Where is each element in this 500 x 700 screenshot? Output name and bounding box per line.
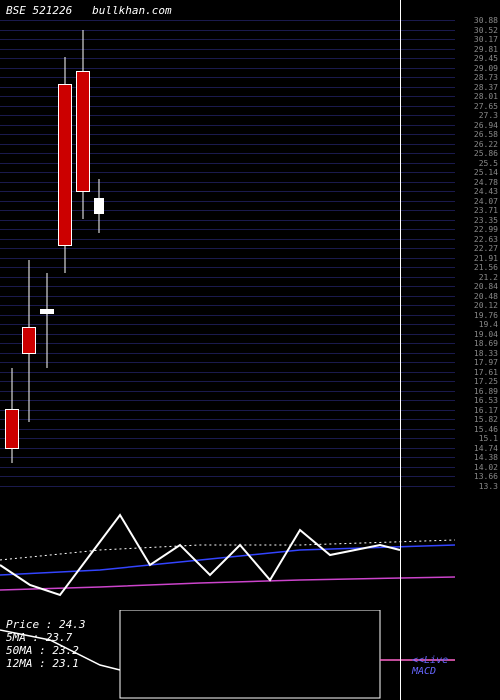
y-axis-label: 26.22 — [474, 140, 498, 149]
y-axis-label: 29.81 — [474, 45, 498, 54]
y-axis-label: 15.46 — [474, 425, 498, 434]
macd-live-text: <<Live — [412, 655, 448, 666]
symbol-label: 521226 — [33, 4, 73, 17]
y-axis-label: 13.66 — [474, 472, 498, 481]
stat-row: 12MA : 23.1 — [6, 657, 85, 670]
candle — [58, 20, 72, 495]
y-axis-label: 20.12 — [474, 301, 498, 310]
stat-row: 50MA : 23.2 — [6, 644, 85, 657]
y-axis-label: 19.04 — [474, 330, 498, 339]
y-axis-label: 18.33 — [474, 349, 498, 358]
chart-header: BSE 521226 bullkhan.com — [6, 4, 172, 17]
y-axis-label: 21.91 — [474, 254, 498, 263]
candle — [40, 20, 54, 495]
y-axis-label: 23.71 — [474, 206, 498, 215]
candle-body — [22, 327, 36, 354]
y-axis-label: 30.88 — [474, 16, 498, 25]
y-axis-label: 20.48 — [474, 292, 498, 301]
y-axis-label: 29.45 — [474, 54, 498, 63]
indicator-panel — [0, 495, 455, 610]
y-axis-label: 27.65 — [474, 102, 498, 111]
candle-body — [58, 84, 72, 246]
indicator-lines — [0, 495, 455, 610]
y-axis-label: 24.07 — [474, 197, 498, 206]
y-axis-label: 24.43 — [474, 187, 498, 196]
y-axis-label: 29.09 — [474, 64, 498, 73]
candle-body — [94, 198, 104, 214]
y-axis-label: 23.35 — [474, 216, 498, 225]
candle-body — [76, 71, 90, 193]
candle-body — [5, 409, 19, 450]
y-axis-label: 17.61 — [474, 368, 498, 377]
y-axis-label: 19.4 — [479, 320, 498, 329]
y-axis-label: 28.73 — [474, 73, 498, 82]
candle — [94, 20, 104, 495]
y-axis-label: 26.58 — [474, 130, 498, 139]
y-axis-label: 18.69 — [474, 339, 498, 348]
y-axis-label: 14.02 — [474, 463, 498, 472]
y-axis-label: 15.1 — [479, 434, 498, 443]
y-axis-label: 28.01 — [474, 92, 498, 101]
cursor-vertical-line — [400, 0, 401, 700]
y-axis-label: 25.86 — [474, 149, 498, 158]
indicator-line — [0, 545, 455, 575]
candle-wick — [47, 273, 48, 368]
y-axis-label: 22.99 — [474, 225, 498, 234]
y-axis-label: 17.97 — [474, 358, 498, 367]
y-axis-label: 24.78 — [474, 178, 498, 187]
y-axis-label: 30.17 — [474, 35, 498, 44]
y-axis: 30.8830.5230.1729.8129.4529.0928.7328.37… — [458, 20, 498, 495]
candle — [5, 20, 19, 495]
y-axis-label: 14.74 — [474, 444, 498, 453]
exchange-label: BSE — [6, 4, 26, 17]
stat-row: 5MA : 23.7 — [6, 631, 85, 644]
candlestick-series — [0, 20, 455, 495]
macd-box — [120, 610, 380, 698]
y-axis-label: 16.53 — [474, 396, 498, 405]
y-axis-label: 30.52 — [474, 26, 498, 35]
y-axis-label: 20.84 — [474, 282, 498, 291]
y-axis-label: 16.17 — [474, 406, 498, 415]
site-label: bullkhan.com — [92, 4, 171, 17]
y-axis-label: 19.76 — [474, 311, 498, 320]
y-axis-label: 21.2 — [479, 273, 498, 282]
candle-body — [40, 309, 54, 314]
y-axis-label: 25.5 — [479, 159, 498, 168]
macd-text: MACD — [412, 666, 436, 677]
y-axis-label: 17.25 — [474, 377, 498, 386]
y-axis-label: 28.37 — [474, 83, 498, 92]
y-axis-label: 13.3 — [479, 482, 498, 491]
stat-row: Price : 24.3 — [6, 618, 85, 631]
stats-box: Price : 24.35MA : 23.750MA : 23.212MA : … — [6, 618, 85, 670]
candle — [76, 20, 90, 495]
y-axis-label: 16.89 — [474, 387, 498, 396]
candle — [22, 20, 36, 495]
y-axis-label: 21.56 — [474, 263, 498, 272]
y-axis-label: 27.3 — [479, 111, 498, 120]
y-axis-label: 22.63 — [474, 235, 498, 244]
y-axis-label: 25.14 — [474, 168, 498, 177]
y-axis-label: 14.38 — [474, 453, 498, 462]
y-axis-label: 26.94 — [474, 121, 498, 130]
y-axis-label: 22.27 — [474, 244, 498, 253]
macd-label: <<Live MACD — [412, 655, 448, 677]
chart-root: BSE 521226 bullkhan.com 30.8830.5230.172… — [0, 0, 500, 700]
y-axis-label: 15.82 — [474, 415, 498, 424]
